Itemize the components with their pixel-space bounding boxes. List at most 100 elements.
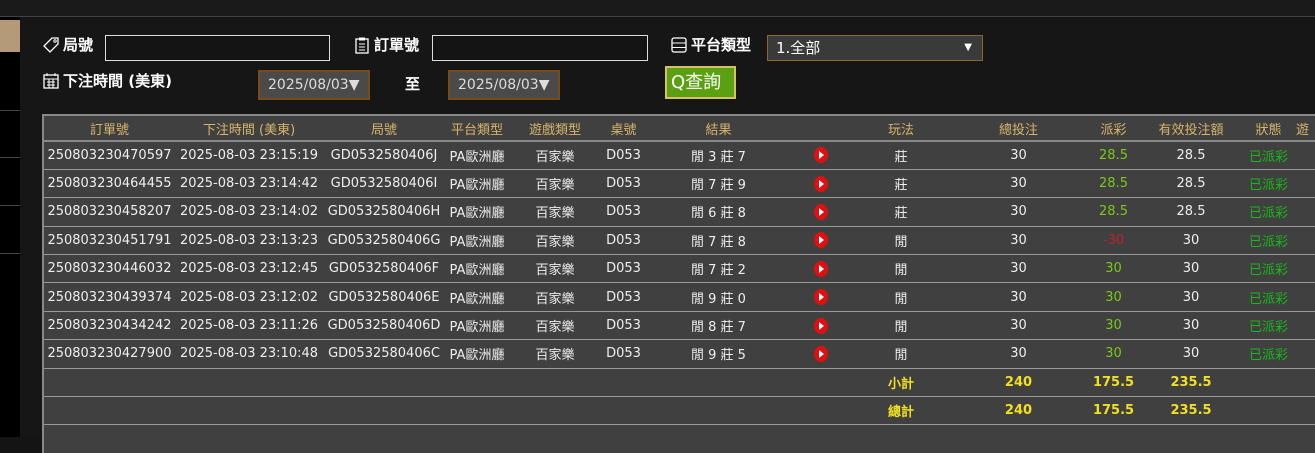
total-valid-bet: 235.5 bbox=[1141, 396, 1241, 426]
search-button[interactable]: Q查詢 bbox=[665, 66, 736, 99]
result: 閒 3 莊 7 bbox=[646, 141, 791, 170]
col-table[interactable]: 桌號 bbox=[601, 115, 646, 142]
total-label: 總計 bbox=[851, 396, 951, 426]
col-order[interactable]: 訂單號 bbox=[43, 115, 175, 142]
replay-play-icon[interactable] bbox=[814, 232, 828, 249]
date-from-select[interactable]: 2025/08/03▼ bbox=[258, 70, 370, 100]
table-header: 訂單號 下注時間 (美東) 局號 平台類型 遊戲類型 桌號 結果 玩法 總投注 … bbox=[43, 115, 1315, 142]
status: 已派彩 bbox=[1241, 254, 1296, 284]
col-total-bet[interactable]: 總投注 bbox=[951, 115, 1086, 142]
col-extra[interactable]: 遊 bbox=[1296, 115, 1315, 142]
platform: PA歐洲廳 bbox=[445, 254, 509, 284]
table-row: 250803230470597 2025-08-03 23:15:19 GD0532… bbox=[43, 141, 1315, 170]
total-bet: 30 bbox=[951, 197, 1086, 227]
platform: PA歐洲廳 bbox=[445, 282, 509, 312]
replay-play-icon[interactable] bbox=[814, 289, 828, 306]
sidebar-active-tab[interactable] bbox=[0, 20, 20, 52]
round-input[interactable] bbox=[105, 35, 330, 61]
sidebar-item[interactable] bbox=[0, 65, 20, 111]
payout: 30 bbox=[1086, 282, 1141, 312]
order-id: 250803230464455 bbox=[43, 169, 175, 199]
platform-label: 平台類型 bbox=[670, 34, 751, 55]
valid-bet: 30 bbox=[1141, 226, 1241, 256]
table-id: D053 bbox=[601, 311, 646, 341]
valid-bet: 30 bbox=[1141, 339, 1241, 369]
col-play[interactable]: 玩法 bbox=[851, 115, 951, 142]
total-bet: 30 bbox=[951, 311, 1086, 341]
query-panel: 局號 訂單號 平台類型 1.全部 ▼ 下注時間 (美東) 2025/08/03▼… bbox=[20, 18, 1315, 453]
calendar-icon bbox=[43, 72, 59, 89]
bet-records-table: 訂單號 下注時間 (美東) 局號 平台類型 遊戲類型 桌號 結果 玩法 總投注 … bbox=[42, 114, 1315, 453]
payout: 28.5 bbox=[1086, 197, 1141, 227]
table-id: D053 bbox=[601, 254, 646, 284]
total-bet: 30 bbox=[951, 226, 1086, 256]
replay[interactable] bbox=[791, 141, 851, 170]
col-game[interactable]: 遊戲類型 bbox=[509, 115, 601, 142]
replay-play-icon[interactable] bbox=[814, 260, 828, 277]
status: 已派彩 bbox=[1241, 339, 1296, 369]
table-id: D053 bbox=[601, 169, 646, 199]
payout: -30 bbox=[1086, 226, 1141, 256]
valid-bet: 28.5 bbox=[1141, 141, 1241, 170]
table-id: D053 bbox=[601, 226, 646, 256]
play-type: 莊 bbox=[851, 169, 951, 199]
play-type: 閒 bbox=[851, 226, 951, 256]
status: 已派彩 bbox=[1241, 282, 1296, 312]
replay-play-icon[interactable] bbox=[814, 317, 828, 334]
replay[interactable] bbox=[791, 311, 851, 341]
table-id: D053 bbox=[601, 141, 646, 170]
replay[interactable] bbox=[791, 254, 851, 284]
col-round[interactable]: 局號 bbox=[323, 115, 445, 142]
replay[interactable] bbox=[791, 282, 851, 312]
result: 閒 9 莊 0 bbox=[646, 282, 791, 312]
round-id: GD0532580406I bbox=[323, 169, 445, 199]
col-status[interactable]: 狀態 bbox=[1241, 115, 1296, 142]
order-id: 250803230451791 bbox=[43, 226, 175, 256]
game-type: 百家樂 bbox=[509, 141, 601, 170]
order-id: 250803230458207 bbox=[43, 197, 175, 227]
round-id: GD0532580406J bbox=[323, 141, 445, 170]
platform-select[interactable]: 1.全部 ▼ bbox=[767, 35, 983, 61]
replay[interactable] bbox=[791, 339, 851, 369]
game-type: 百家樂 bbox=[509, 169, 601, 199]
replay[interactable] bbox=[791, 197, 851, 227]
replay-play-icon[interactable] bbox=[814, 175, 828, 192]
list-icon bbox=[671, 36, 687, 53]
col-platform[interactable]: 平台類型 bbox=[445, 115, 509, 142]
clipboard-icon bbox=[355, 37, 369, 54]
order-label: 訂單號 bbox=[353, 34, 419, 55]
col-result[interactable]: 結果 bbox=[646, 115, 791, 142]
order-id: 250803230434242 bbox=[43, 311, 175, 341]
replay[interactable] bbox=[791, 226, 851, 256]
col-replay bbox=[791, 115, 851, 142]
sidebar-item[interactable] bbox=[0, 112, 20, 158]
table-id: D053 bbox=[601, 282, 646, 312]
table-row: 250803230451791 2025-08-03 23:13:23 GD0532… bbox=[43, 226, 1315, 256]
result: 閒 9 莊 5 bbox=[646, 339, 791, 369]
platform: PA歐洲廳 bbox=[445, 311, 509, 341]
replay-play-icon[interactable] bbox=[814, 147, 828, 164]
game-type: 百家樂 bbox=[509, 339, 601, 369]
round-id: GD0532580406F bbox=[323, 254, 445, 284]
col-time[interactable]: 下注時間 (美東) bbox=[175, 115, 323, 142]
subtotal-label: 小計 bbox=[851, 368, 951, 398]
valid-bet: 30 bbox=[1141, 311, 1241, 341]
col-valid-bet[interactable]: 有效投注額 bbox=[1141, 115, 1241, 142]
bet-time: 2025-08-03 23:15:19 bbox=[175, 141, 323, 170]
replay-play-icon[interactable] bbox=[814, 345, 828, 362]
col-payout[interactable]: 派彩 bbox=[1086, 115, 1141, 142]
result: 閒 7 莊 8 bbox=[646, 226, 791, 256]
replay[interactable] bbox=[791, 169, 851, 199]
play-type: 莊 bbox=[851, 197, 951, 227]
total-payout: 175.5 bbox=[1086, 396, 1141, 426]
order-input[interactable] bbox=[432, 35, 648, 61]
result: 閒 7 莊 9 bbox=[646, 169, 791, 199]
order-id: 250803230470597 bbox=[43, 141, 175, 170]
bet-time: 2025-08-03 23:13:23 bbox=[175, 226, 323, 256]
replay-play-icon[interactable] bbox=[814, 203, 828, 220]
sidebar-item[interactable] bbox=[0, 208, 20, 254]
bet-time: 2025-08-03 23:14:42 bbox=[175, 169, 323, 199]
sidebar-item[interactable] bbox=[0, 160, 20, 206]
date-to-select[interactable]: 2025/08/03▼ bbox=[448, 70, 560, 100]
search-icon: Q bbox=[671, 72, 686, 93]
